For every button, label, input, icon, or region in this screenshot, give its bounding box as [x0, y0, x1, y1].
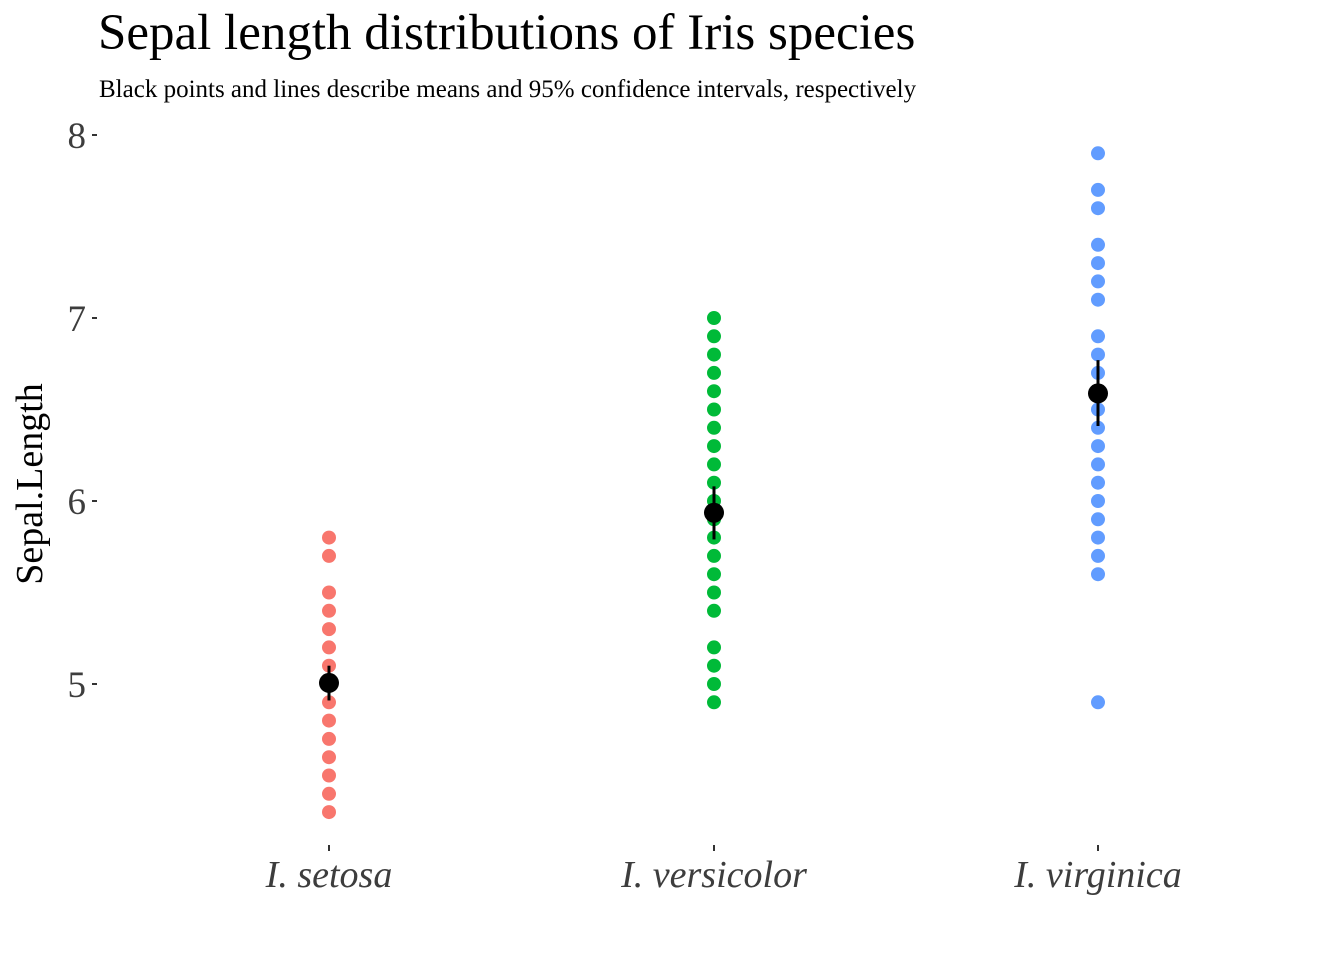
data-point: [1091, 347, 1105, 362]
y-tick-label: 6: [68, 482, 87, 523]
data-point: [707, 402, 721, 417]
data-point: [1091, 530, 1105, 545]
data-point: [707, 603, 721, 618]
mean-point: [704, 502, 724, 523]
data-point: [707, 384, 721, 399]
data-point: [707, 658, 721, 673]
data-point: [1091, 292, 1105, 307]
data-point: [707, 347, 721, 362]
mean-point: [1088, 383, 1108, 404]
y-tick-label: 8: [68, 116, 87, 157]
data-point: [707, 439, 721, 454]
data-point: [1091, 548, 1105, 563]
data-point: [322, 731, 336, 746]
data-point: [707, 567, 721, 582]
y-tick-label: 7: [68, 299, 87, 340]
data-point: [322, 530, 336, 545]
data-point: [322, 695, 336, 710]
data-point: [707, 677, 721, 691]
data-point: [322, 640, 336, 655]
data-point: [707, 585, 721, 600]
data-point: [322, 603, 336, 618]
data-point: [1091, 329, 1105, 344]
data-point: [1091, 201, 1105, 216]
mean-point: [319, 672, 339, 693]
chart-subtitle: Black points and lines describe means an…: [99, 76, 917, 103]
data-point: [1091, 439, 1105, 454]
chart-title: Sepal length distributions of Iris speci…: [98, 5, 916, 61]
data-point: [1091, 256, 1105, 271]
data-point: [1091, 475, 1105, 490]
data-point: [707, 329, 721, 344]
data-point: [322, 750, 336, 765]
data-point: [707, 420, 721, 435]
data-point: [322, 805, 336, 820]
data-point: [1091, 237, 1105, 252]
data-point: [707, 365, 721, 380]
data-point: [1091, 494, 1105, 508]
data-point: [322, 786, 336, 801]
data-point: [1091, 695, 1105, 710]
data-point: [707, 548, 721, 563]
data-point: [1091, 420, 1105, 435]
x-tick-label: I. setosa: [265, 854, 393, 896]
x-tick-label: I. virginica: [1013, 854, 1181, 896]
data-point: [707, 311, 721, 325]
data-point: [322, 622, 336, 637]
data-point: [322, 585, 336, 600]
data-point: [1091, 274, 1105, 289]
data-point: [322, 768, 336, 783]
x-tick-label: I. versicolor: [620, 854, 807, 896]
data-point: [322, 548, 336, 563]
data-point: [1091, 182, 1105, 197]
data-point: [707, 695, 721, 710]
data-point: [322, 713, 336, 728]
data-point: [707, 457, 721, 472]
data-point: [707, 640, 721, 655]
data-point: [1091, 512, 1105, 527]
data-point: [1091, 567, 1105, 582]
data-point: [1091, 146, 1105, 161]
y-tick-label: 5: [68, 665, 87, 706]
data-point: [1091, 457, 1105, 472]
data-point: [707, 475, 721, 490]
